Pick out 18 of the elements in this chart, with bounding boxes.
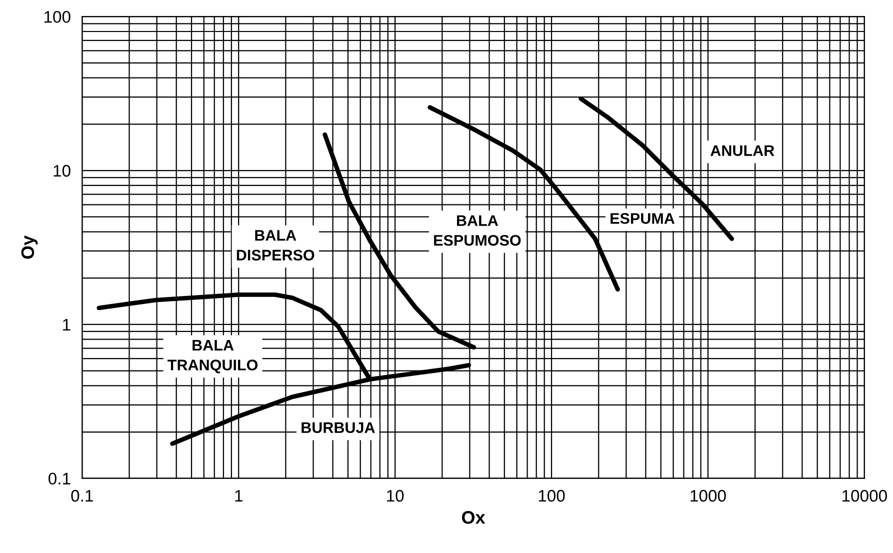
y-axis-title: Oy xyxy=(21,236,38,259)
x-tick-label: 10 xyxy=(387,490,404,502)
annotation: BALA ESPUMOSO xyxy=(434,215,521,246)
x-axis-title: Ox xyxy=(462,511,486,524)
annotation: BALA DISPERSO xyxy=(236,230,314,261)
annotation: BALA TRANQUILO xyxy=(168,340,258,374)
y-tick-label: 10 xyxy=(54,164,70,177)
y-tick-label: 0.1 xyxy=(48,472,70,485)
y-tick-label: 100 xyxy=(44,10,70,23)
x-tick-label: 1 xyxy=(235,490,242,502)
x-tick-label: 100 xyxy=(538,490,565,502)
x-tick-label: 1000 xyxy=(690,490,726,502)
y-tick-label: 1 xyxy=(63,319,70,330)
x-tick-label: 10000 xyxy=(842,490,887,502)
annotation: ANULAR xyxy=(710,145,774,156)
x-tick-label: 0.1 xyxy=(71,490,93,502)
annotation: BURBUJA xyxy=(302,422,375,434)
annotation: ESPUMA xyxy=(610,213,675,224)
